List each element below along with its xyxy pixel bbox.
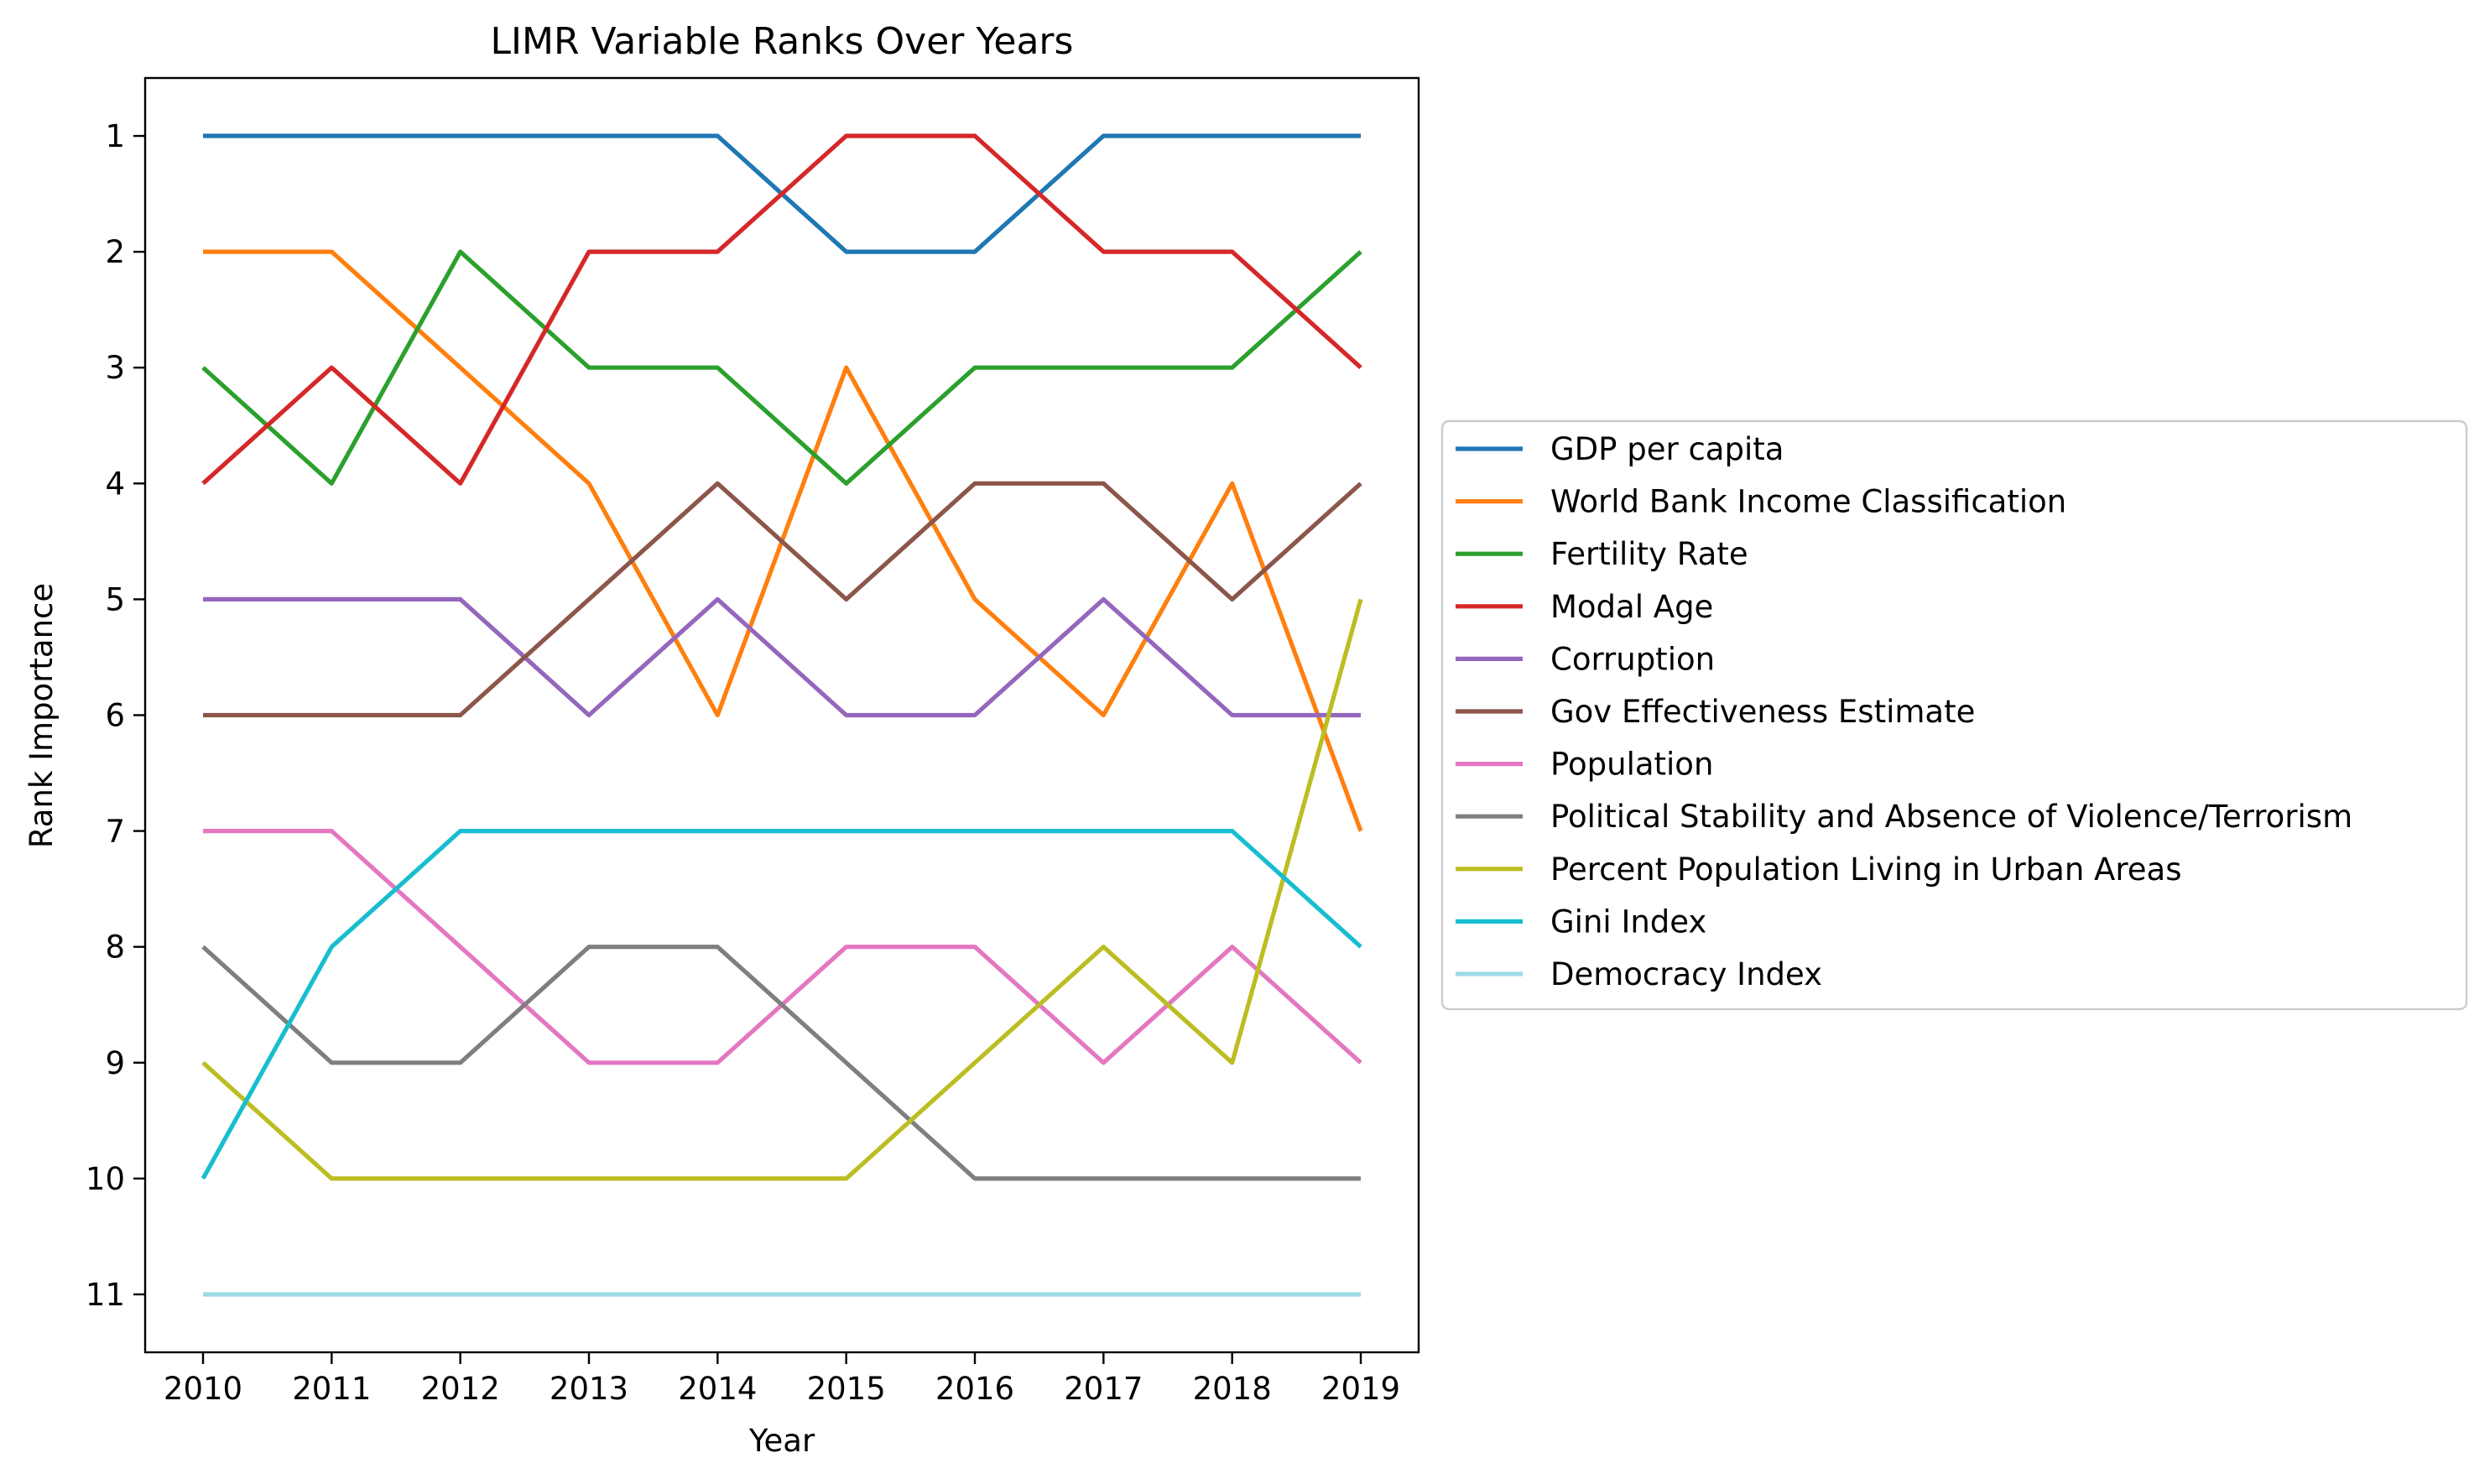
legend-label: Fertility Rate [1550,536,1748,572]
legend: GDP per capita World Bank Income Classifi… [1440,419,2468,1011]
legend-label: Political Stability and Absence of Viole… [1550,799,2352,835]
y-tick-label: 3 [105,350,125,386]
series-line-modal-age [201,133,1362,486]
legend-item: Political Stability and Absence of Viole… [1456,799,2352,835]
legend-item: Fertility Rate [1456,536,1748,572]
y-axis-label: Rank Importance [23,583,60,848]
legend-label: World Bank Income Classification [1550,484,2066,520]
legend-label: Percent Population Living in Urban Areas [1550,851,2181,888]
x-tick-label: 2018 [1193,1371,1272,1407]
legend-item: Corruption [1456,641,1715,677]
legend-item: Gini Index [1456,903,1706,940]
y-tick-label: 1 [105,118,125,154]
x-tick-label: 2017 [1064,1371,1143,1407]
y-tick-label: 4 [105,466,125,502]
x-axis-ticks: 2010 2011 2012 2013 2014 2015 2016 2017 2018 2019 [164,1352,1400,1407]
x-tick-label: 2011 [292,1371,371,1407]
legend-item: Modal Age [1456,589,1713,625]
legend-label: Gini Index [1550,903,1706,940]
y-tick-label: 8 [105,929,125,966]
x-tick-label: 2015 [807,1371,886,1407]
series-lines [201,133,1363,1297]
y-tick-label: 5 [105,581,125,617]
legend-label: GDP per capita [1550,431,1784,467]
y-axis-ticks: 1 2 3 4 5 6 7 8 9 10 11 [86,118,145,1313]
legend-item: GDP per capita [1456,431,1784,467]
legend-box [1440,419,2468,1011]
legend-label: Gov Effectiveness Estimate [1550,694,1975,730]
x-tick-label: 2019 [1321,1371,1400,1407]
series-line-political-stability-and-absence-of-violence-terrorism [201,945,1361,1181]
series-line-gov-effectiveness-estimate [203,481,1362,718]
chart-title: LIMR Variable Ranks Over Years [491,20,1074,63]
legend-item: World Bank Income Classification [1456,484,2066,520]
x-axis-label: Year [748,1423,815,1459]
legend-item: Population [1456,747,1713,783]
series-line-fertility-rate [201,249,1362,486]
x-tick-label: 2010 [164,1371,242,1407]
legend-item: Gov Effectiveness Estimate [1456,694,1975,730]
y-tick-label: 2 [105,234,125,270]
legend-label: Corruption [1550,641,1715,677]
x-tick-label: 2013 [550,1371,628,1407]
legend-items: GDP per capita World Bank Income Classifi… [1456,431,2352,992]
x-tick-label: 2012 [421,1371,500,1407]
legend-item: Democracy Index [1456,956,1822,992]
x-tick-label: 2014 [678,1371,757,1407]
y-tick-label: 6 [105,698,125,734]
series-line-percent-population-living-in-urban-areas [201,598,1363,1181]
series-line-population [203,828,1362,1065]
y-tick-label: 10 [86,1161,125,1197]
legend-item: Percent Population Living in Urban Areas [1456,851,2181,888]
y-tick-label: 7 [105,814,125,850]
series-line-gini-index [201,828,1362,1180]
y-tick-label: 9 [105,1045,125,1081]
x-tick-label: 2016 [935,1371,1014,1407]
legend-label: Population [1550,747,1713,783]
legend-label: Democracy Index [1550,956,1822,992]
series-line-corruption [203,596,1361,718]
y-tick-label: 11 [86,1277,125,1313]
legend-label: Modal Age [1550,589,1713,625]
